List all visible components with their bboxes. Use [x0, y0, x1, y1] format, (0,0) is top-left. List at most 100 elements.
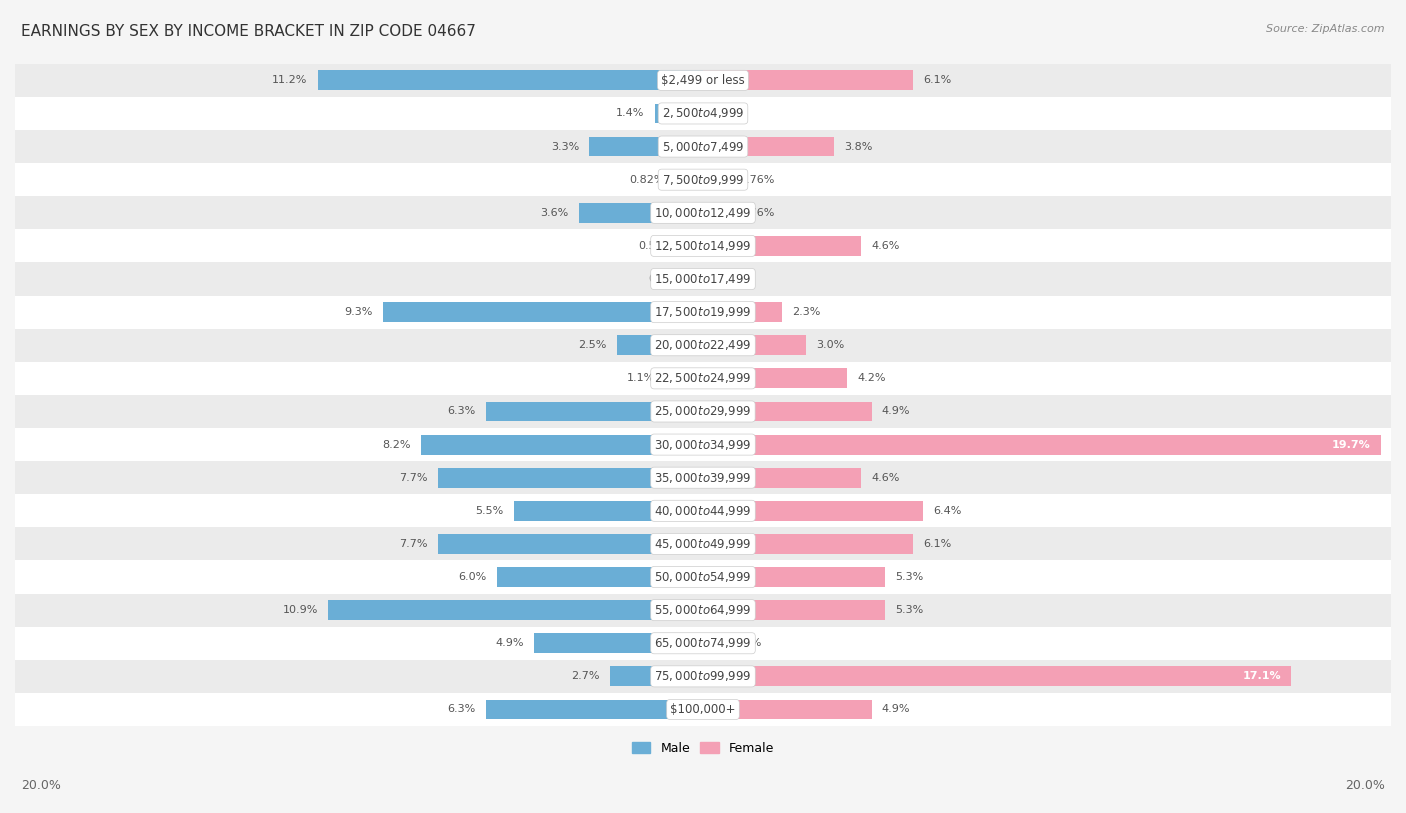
- Text: 0.55%: 0.55%: [638, 241, 673, 251]
- Bar: [439, 467, 703, 488]
- Bar: [15, 97, 1391, 130]
- Bar: [703, 667, 1291, 686]
- Bar: [15, 494, 1391, 528]
- Text: 8.2%: 8.2%: [382, 440, 411, 450]
- Bar: [513, 501, 703, 521]
- Bar: [534, 633, 703, 653]
- Bar: [15, 693, 1391, 726]
- Bar: [703, 402, 872, 421]
- Text: 1.1%: 1.1%: [627, 373, 655, 384]
- Text: $30,000 to $34,999: $30,000 to $34,999: [654, 437, 752, 451]
- Text: $22,500 to $24,999: $22,500 to $24,999: [654, 372, 752, 385]
- Bar: [703, 534, 912, 554]
- Bar: [15, 593, 1391, 627]
- Text: 10.9%: 10.9%: [283, 605, 318, 615]
- Text: 11.2%: 11.2%: [271, 76, 308, 85]
- Text: 6.1%: 6.1%: [924, 539, 952, 549]
- Bar: [15, 328, 1391, 362]
- Bar: [703, 137, 834, 156]
- Bar: [703, 71, 912, 90]
- Text: 0.0%: 0.0%: [713, 274, 741, 284]
- Text: $20,000 to $22,499: $20,000 to $22,499: [654, 338, 752, 352]
- Text: $7,500 to $9,999: $7,500 to $9,999: [662, 172, 744, 187]
- Bar: [328, 600, 703, 620]
- Bar: [318, 71, 703, 90]
- Text: $25,000 to $29,999: $25,000 to $29,999: [654, 404, 752, 419]
- Text: $45,000 to $49,999: $45,000 to $49,999: [654, 537, 752, 551]
- Bar: [703, 302, 782, 322]
- Text: $75,000 to $99,999: $75,000 to $99,999: [654, 669, 752, 684]
- Text: 20.0%: 20.0%: [21, 779, 60, 792]
- Bar: [655, 103, 703, 124]
- Text: 4.9%: 4.9%: [882, 406, 910, 416]
- Text: 3.3%: 3.3%: [551, 141, 579, 151]
- Text: 6.0%: 6.0%: [458, 572, 486, 582]
- Bar: [617, 335, 703, 355]
- Text: 19.7%: 19.7%: [1331, 440, 1371, 450]
- Text: 9.3%: 9.3%: [344, 307, 373, 317]
- Bar: [15, 660, 1391, 693]
- Bar: [496, 567, 703, 587]
- Text: $50,000 to $54,999: $50,000 to $54,999: [654, 570, 752, 584]
- Bar: [439, 534, 703, 554]
- Bar: [15, 461, 1391, 494]
- Bar: [15, 362, 1391, 395]
- Text: $40,000 to $44,999: $40,000 to $44,999: [654, 504, 752, 518]
- Text: $15,000 to $17,499: $15,000 to $17,499: [654, 272, 752, 286]
- Bar: [15, 560, 1391, 593]
- Bar: [486, 699, 703, 720]
- Bar: [15, 627, 1391, 660]
- Text: 6.4%: 6.4%: [934, 506, 962, 515]
- Text: $12,500 to $14,999: $12,500 to $14,999: [654, 239, 752, 253]
- Text: 4.2%: 4.2%: [858, 373, 886, 384]
- Bar: [703, 467, 862, 488]
- Bar: [703, 236, 862, 256]
- Text: 0.76%: 0.76%: [740, 208, 775, 218]
- Bar: [703, 501, 924, 521]
- Bar: [610, 667, 703, 686]
- Bar: [665, 368, 703, 389]
- Bar: [703, 633, 716, 653]
- Bar: [685, 236, 703, 256]
- Text: 3.8%: 3.8%: [844, 141, 872, 151]
- Text: 5.3%: 5.3%: [896, 572, 924, 582]
- Text: $100,000+: $100,000+: [671, 703, 735, 716]
- Bar: [15, 395, 1391, 428]
- Text: 2.3%: 2.3%: [793, 307, 821, 317]
- Bar: [703, 567, 886, 587]
- Text: $17,500 to $19,999: $17,500 to $19,999: [654, 305, 752, 320]
- Bar: [15, 528, 1391, 560]
- Bar: [675, 170, 703, 189]
- Text: Source: ZipAtlas.com: Source: ZipAtlas.com: [1267, 24, 1385, 34]
- Text: $2,500 to $4,999: $2,500 to $4,999: [662, 107, 744, 120]
- Text: 0.38%: 0.38%: [727, 638, 762, 648]
- Text: 7.7%: 7.7%: [399, 539, 427, 549]
- Bar: [703, 335, 806, 355]
- Text: 5.3%: 5.3%: [896, 605, 924, 615]
- Text: 0.82%: 0.82%: [628, 175, 665, 185]
- Text: 3.6%: 3.6%: [540, 208, 569, 218]
- Bar: [589, 137, 703, 156]
- Text: $2,499 or less: $2,499 or less: [661, 74, 745, 87]
- Bar: [15, 130, 1391, 163]
- Text: 2.7%: 2.7%: [571, 672, 600, 681]
- Text: 3.0%: 3.0%: [817, 340, 845, 350]
- Text: EARNINGS BY SEX BY INCOME BRACKET IN ZIP CODE 04667: EARNINGS BY SEX BY INCOME BRACKET IN ZIP…: [21, 24, 477, 39]
- Text: 0.27%: 0.27%: [648, 274, 683, 284]
- Bar: [693, 269, 703, 289]
- Bar: [15, 263, 1391, 296]
- Text: $65,000 to $74,999: $65,000 to $74,999: [654, 637, 752, 650]
- Bar: [703, 203, 730, 223]
- Bar: [703, 699, 872, 720]
- Bar: [703, 170, 730, 189]
- Text: 6.1%: 6.1%: [924, 76, 952, 85]
- Text: 4.6%: 4.6%: [872, 472, 900, 483]
- Bar: [486, 402, 703, 421]
- Text: 5.5%: 5.5%: [475, 506, 503, 515]
- Bar: [15, 428, 1391, 461]
- Text: 6.3%: 6.3%: [447, 406, 477, 416]
- Bar: [703, 435, 1381, 454]
- Text: $10,000 to $12,499: $10,000 to $12,499: [654, 206, 752, 220]
- Text: 20.0%: 20.0%: [1346, 779, 1385, 792]
- Bar: [15, 296, 1391, 328]
